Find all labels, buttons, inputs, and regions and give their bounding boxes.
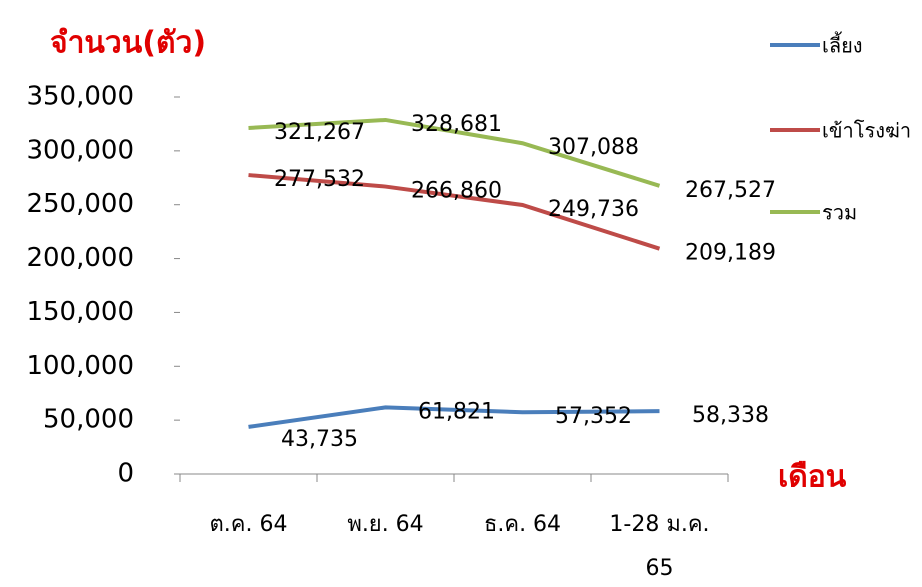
data-label: 277,532: [274, 167, 365, 192]
x-tick-label: พ.ย. 64: [347, 512, 424, 537]
y-tick-label: 50,000: [43, 405, 134, 435]
data-label: 61,821: [418, 399, 495, 424]
data-label: 209,189: [685, 241, 776, 266]
data-label: 267,527: [685, 178, 776, 203]
y-tick-label: 250,000: [26, 189, 134, 219]
chart-title: จำนวน(ตัว): [50, 26, 206, 61]
series-line: [248, 405, 660, 429]
data-label: 307,088: [548, 135, 639, 160]
data-label: 58,338: [692, 403, 769, 428]
data-label: 57,352: [555, 404, 632, 429]
data-label: 43,735: [281, 427, 358, 452]
y-tick-label: 100,000: [26, 351, 134, 381]
x-tick-label: 1-28 ม.ค. 65: [609, 512, 710, 581]
x-tick-label: ธ.ค. 64: [483, 512, 562, 537]
legend-label: รวม: [822, 201, 857, 225]
legend-label: เข้าโรงฆ่า: [822, 119, 911, 143]
series-line: [248, 173, 661, 251]
y-tick-label: 150,000: [26, 297, 134, 327]
x-axis-title: เดือน: [778, 460, 847, 495]
y-tick-label: 0: [117, 459, 134, 489]
y-tick-label: 350,000: [26, 82, 134, 112]
series-line: [248, 117, 661, 188]
y-tick-label: 300,000: [26, 135, 134, 165]
y-tick-label: 200,000: [26, 243, 134, 273]
x-tick-label: ต.ค. 64: [209, 512, 288, 537]
data-label: 321,267: [274, 120, 365, 145]
data-label: 266,860: [411, 179, 502, 204]
data-label: 328,681: [411, 112, 502, 137]
data-label: 249,736: [548, 197, 639, 222]
legend-label: เลี้ยง: [822, 32, 863, 58]
